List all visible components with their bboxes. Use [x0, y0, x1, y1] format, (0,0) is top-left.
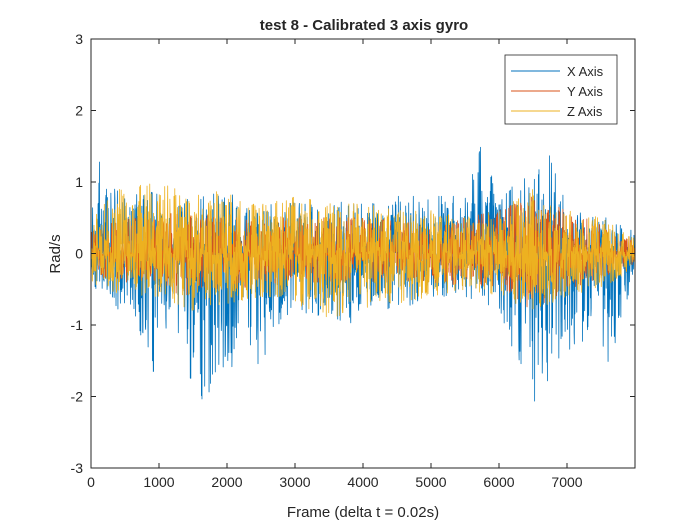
legend-label: X Axis [567, 64, 604, 79]
y-tick-label: 1 [75, 174, 83, 190]
x-tick-label: 3000 [279, 474, 310, 490]
x-tick-label: 7000 [551, 474, 582, 490]
y-tick-label: -2 [71, 389, 84, 405]
x-tick-label: 6000 [483, 474, 514, 490]
chart-title: test 8 - Calibrated 3 axis gyro [260, 17, 468, 34]
x-tick-label: 0 [87, 474, 95, 490]
y-tick-label: 2 [75, 103, 83, 119]
legend-label: Z Axis [567, 104, 603, 119]
y-axis-ticks: -3 -2 -1 0 1 2 3 [71, 31, 635, 476]
series-layer [91, 146, 635, 402]
x-tick-label: 4000 [347, 474, 378, 490]
y-tick-label: 3 [75, 31, 83, 47]
x-axis-label: Frame (delta t = 0.02s) [287, 504, 439, 521]
x-axis-ticks: 0 1000 2000 3000 4000 5000 6000 7000 [87, 39, 583, 490]
y-tick-label: -3 [71, 460, 84, 476]
legend-box [504, 54, 618, 125]
legend: X Axis Y Axis Z Axis [504, 54, 618, 125]
y-axis-label: Rad/s [47, 234, 64, 273]
y-tick-label: -1 [71, 317, 84, 333]
x-tick-label: 1000 [143, 474, 174, 490]
x-tick-label: 5000 [415, 474, 446, 490]
y-tick-label: 0 [75, 246, 83, 262]
series-line [91, 183, 635, 318]
legend-label: Y Axis [567, 84, 603, 99]
x-tick-label: 2000 [211, 474, 242, 490]
